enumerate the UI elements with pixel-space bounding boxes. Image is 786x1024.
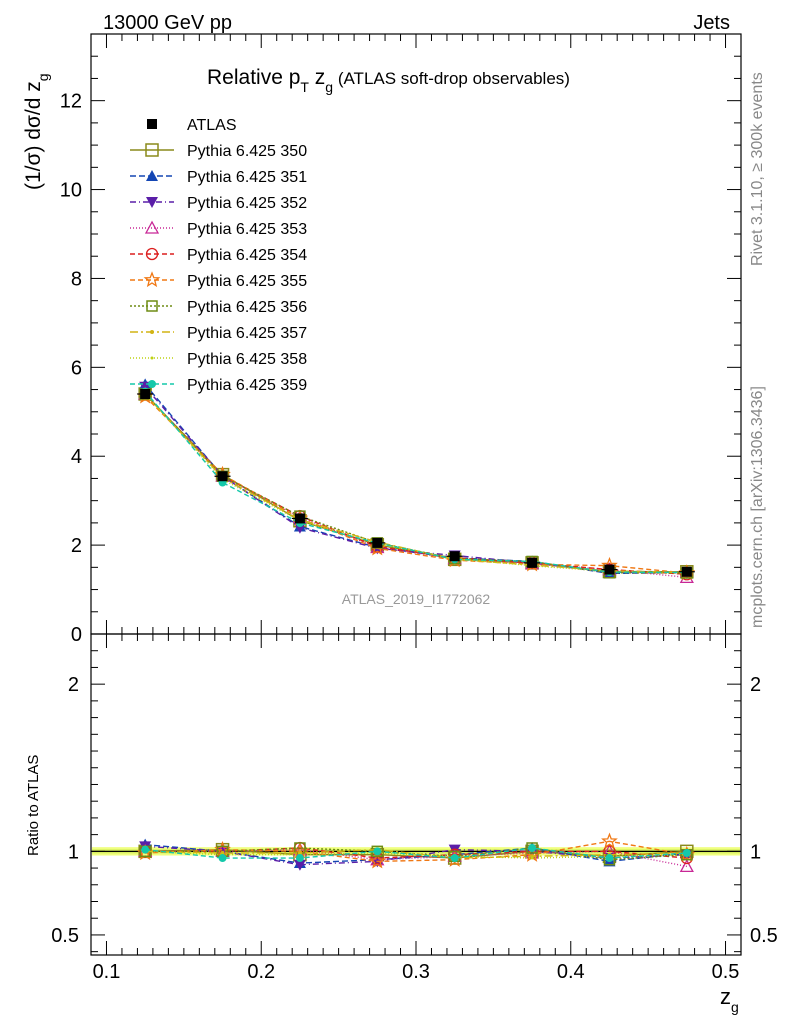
legend-marker	[143, 271, 161, 288]
plot-title: Relative pT zg (ATLAS soft-drop observab…	[207, 66, 570, 95]
legend-label: Pythia 6.425 355	[187, 273, 307, 290]
series-pythia-6.425-359-ratio-point	[605, 854, 614, 863]
ratio-tick-label-left: 2	[68, 674, 79, 696]
header-right: Jets	[693, 12, 730, 34]
y-tick-label: 4	[71, 446, 82, 468]
legend-entry-data: ATLAS	[147, 117, 237, 134]
data-point	[140, 389, 151, 399]
ratio-y-axis-label: Ratio to ATLAS	[25, 755, 42, 856]
legend-marker	[145, 143, 159, 157]
legend-entry: Pythia 6.425 358	[130, 351, 307, 368]
series-pythia-6.425-351-ratio-line	[145, 843, 687, 864]
series-pythia-6.425-359-ratio-point	[373, 847, 382, 856]
header-left: 13000 GeV pp	[103, 12, 232, 34]
legend-marker	[150, 330, 154, 334]
legend-entry: Pythia 6.425 354	[130, 247, 307, 264]
series-pythia-6.425-359-line	[144, 391, 687, 574]
y-tick-label: 12	[60, 91, 82, 113]
legend-label: Pythia 6.425 350	[187, 143, 307, 160]
series-pythia-6.425-358-ratio-line	[145, 850, 687, 859]
data-point	[372, 537, 383, 548]
y-tick-label: 0	[71, 624, 82, 646]
legend-label: Pythia 6.425 354	[187, 247, 307, 264]
series-pythia-6.425-353-line	[144, 393, 687, 579]
legend-entry: Pythia 6.425 359	[130, 377, 307, 394]
x-tick-label: 0.3	[402, 961, 430, 983]
legend-entry: Pythia 6.425 352	[130, 195, 307, 212]
series-pythia-6.425-358-ratio-point	[530, 856, 534, 860]
series-pythia-6.425-357-ratio-line	[145, 848, 687, 859]
ratio-tick-label-right: 0.5	[750, 925, 778, 947]
legend-entry: Pythia 6.425 357	[130, 325, 307, 342]
y-axis-label: (1/σ) dσ/d zg	[22, 73, 51, 190]
y-tick-label: 10	[60, 180, 82, 202]
legend-marker	[144, 220, 160, 234]
legend-entry: Pythia 6.425 350	[130, 143, 307, 160]
legend-entry: Pythia 6.425 353	[130, 220, 307, 238]
series-pythia-6.425-357-line	[144, 393, 687, 574]
legend-marker	[146, 170, 158, 181]
legend-entry: Pythia 6.425 356	[130, 299, 307, 316]
series-pythia-6.425-355-ratio-line	[145, 840, 687, 863]
legend-data-marker	[147, 119, 157, 129]
series-pythia-6.425-355-ratio-point	[601, 832, 618, 849]
legend-entry: Pythia 6.425 355	[130, 271, 307, 290]
ratio-tick-label-right: 2	[750, 674, 761, 696]
x-tick-label: 0.1	[93, 961, 121, 983]
legend-data-label: ATLAS	[187, 117, 237, 134]
legend-label: Pythia 6.425 356	[187, 299, 307, 316]
series-pythia-6.425-359-ratio-point	[141, 845, 150, 854]
side-label-mcplots: mcplots.cern.ch [arXiv:1306.3436]	[749, 386, 766, 628]
x-axis-label: zg	[720, 984, 739, 1015]
series-pythia-6.425-359-ratio-point	[218, 854, 227, 863]
legend-entry: Pythia 6.425 351	[130, 169, 307, 186]
series-pythia-6.425-355-ratio-point	[369, 852, 386, 869]
ratio-tick-label-right: 1	[750, 841, 761, 863]
series-pythia-6.425-354-line	[144, 393, 687, 575]
legend-marker	[146, 300, 158, 312]
data-layer	[137, 389, 695, 577]
legend-label: Pythia 6.425 351	[187, 169, 307, 186]
ratio-tick-label-left: 0.5	[51, 925, 79, 947]
x-tick-label: 0.2	[247, 961, 275, 983]
data-point	[294, 513, 305, 524]
legend-label: Pythia 6.425 357	[187, 325, 307, 342]
legend-marker	[145, 247, 159, 261]
series-pythia-6.425-359-ratio-point	[528, 844, 537, 852]
series-pythia-6.425-359-ratio-point	[450, 854, 459, 863]
series-pythia-6.425-353-ratio-point	[679, 859, 694, 873]
ratio-tick-label-left: 1	[68, 841, 79, 863]
series-pythia-6.425-355-line	[144, 395, 687, 574]
legend-label: Pythia 6.425 358	[187, 351, 307, 368]
x-tick-label: 0.5	[712, 961, 740, 983]
series-pythia-6.425-359-ratio-point	[295, 854, 304, 863]
series-pythia-6.425-359-ratio-line	[145, 847, 687, 859]
data-point	[604, 564, 615, 575]
data-point	[449, 551, 460, 562]
series-pythia-6.425-354-ratio-line	[145, 847, 687, 859]
data-point	[681, 566, 692, 577]
series-pythia-6.425-356-ratio-line	[145, 847, 687, 861]
legend-label: Pythia 6.425 353	[187, 221, 307, 238]
x-tick-label: 0.4	[557, 961, 585, 983]
legend-marker	[150, 356, 154, 360]
series-pythia-6.425-352-ratio-point	[293, 859, 306, 871]
legend-marker	[146, 197, 158, 208]
analysis-watermark: ATLAS_2019_I1772062	[342, 591, 491, 607]
ratio-plot-frame	[90, 633, 742, 956]
data-point	[217, 471, 228, 482]
legend: ATLAS Pythia 6.425 350 Pythia 6.425 351 Pyt…	[130, 117, 307, 394]
side-label-rivet: Rivet 3.1.10, ≥ 300k events	[749, 72, 766, 266]
legend-marker	[148, 380, 156, 388]
data-point	[527, 557, 538, 568]
legend-label: Pythia 6.425 359	[187, 377, 307, 394]
series-pythia-6.425-359-ratio-point	[682, 849, 691, 858]
y-tick-label: 8	[71, 268, 82, 290]
legend-label: Pythia 6.425 352	[187, 195, 307, 212]
y-tick-label: 2	[71, 535, 82, 557]
y-tick-label: 6	[71, 357, 82, 379]
